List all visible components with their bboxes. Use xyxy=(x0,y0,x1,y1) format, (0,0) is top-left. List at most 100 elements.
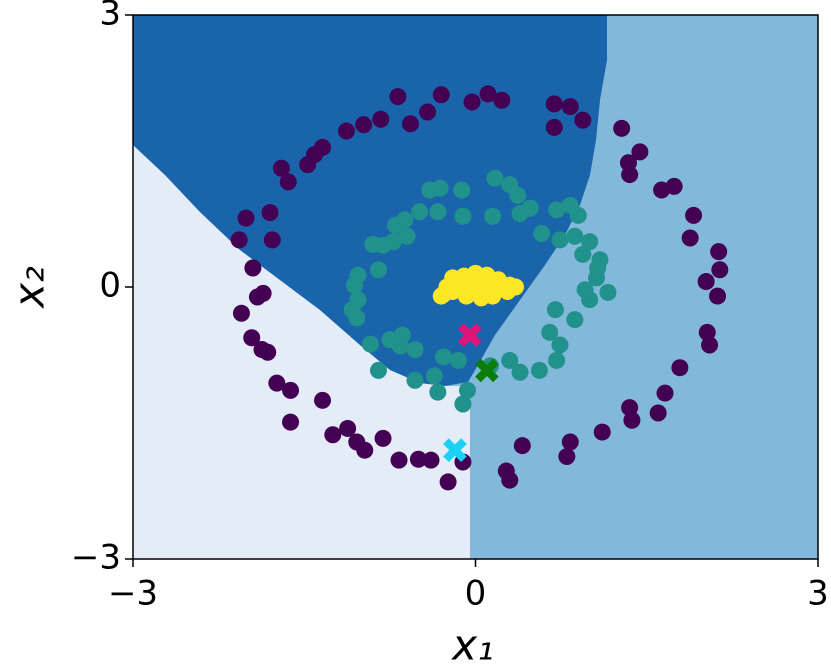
point xyxy=(337,122,355,140)
point xyxy=(480,283,498,301)
point xyxy=(369,361,387,379)
x-marker xyxy=(457,323,482,347)
point xyxy=(588,269,606,287)
point xyxy=(390,451,408,469)
region-left xyxy=(133,145,470,559)
point xyxy=(665,177,683,195)
point xyxy=(345,276,363,294)
point xyxy=(422,451,440,469)
point xyxy=(619,154,637,172)
point xyxy=(546,301,564,319)
point xyxy=(513,437,531,455)
point xyxy=(621,399,639,417)
point xyxy=(232,304,250,322)
point xyxy=(463,93,481,111)
point xyxy=(711,261,729,279)
point xyxy=(541,323,559,341)
point xyxy=(432,86,450,104)
point xyxy=(369,261,387,279)
x-tick-label: 3 xyxy=(807,574,829,614)
point xyxy=(361,335,379,353)
point xyxy=(391,337,409,355)
point xyxy=(237,209,255,227)
point xyxy=(701,336,719,354)
point xyxy=(398,227,416,245)
point xyxy=(268,374,286,392)
point xyxy=(263,231,281,249)
y-tick-label: −3 xyxy=(71,538,121,578)
point xyxy=(561,98,579,116)
point xyxy=(533,225,551,243)
point xyxy=(435,348,453,366)
point xyxy=(230,231,248,249)
y-tick-label: 3 xyxy=(99,0,121,34)
point xyxy=(449,351,467,369)
point xyxy=(374,429,392,447)
point xyxy=(453,181,471,199)
point xyxy=(454,395,472,413)
point xyxy=(591,251,609,269)
point xyxy=(449,272,467,290)
point xyxy=(299,156,317,174)
point xyxy=(406,341,424,359)
point xyxy=(561,433,579,451)
point xyxy=(439,473,457,491)
point xyxy=(698,323,716,341)
point xyxy=(429,383,447,401)
point xyxy=(649,404,667,422)
point xyxy=(530,361,548,379)
x-tick-label: −3 xyxy=(108,574,158,614)
point xyxy=(356,441,374,459)
point xyxy=(409,450,427,468)
point xyxy=(372,110,390,128)
point xyxy=(581,233,599,251)
point xyxy=(574,245,592,263)
point xyxy=(558,448,576,466)
point xyxy=(548,201,566,219)
point xyxy=(425,367,443,385)
point xyxy=(574,111,592,129)
point xyxy=(279,173,297,191)
point xyxy=(521,199,539,217)
point xyxy=(406,371,424,389)
point xyxy=(479,85,497,103)
point xyxy=(566,311,584,329)
point xyxy=(631,143,649,161)
point xyxy=(623,411,641,429)
point xyxy=(545,95,563,113)
point xyxy=(432,287,450,305)
point xyxy=(324,426,342,444)
point xyxy=(259,343,277,361)
point xyxy=(411,203,429,221)
point xyxy=(261,204,279,222)
point xyxy=(429,203,447,221)
x-tick-label: 0 xyxy=(465,574,487,614)
y-tick-label: 0 xyxy=(99,266,121,306)
point xyxy=(506,278,524,296)
point xyxy=(419,103,437,121)
point xyxy=(314,391,332,409)
point xyxy=(697,273,715,291)
point xyxy=(387,216,405,234)
point xyxy=(484,207,502,225)
point xyxy=(685,206,703,224)
point xyxy=(248,288,266,306)
point xyxy=(656,384,674,402)
point xyxy=(501,471,519,489)
point xyxy=(272,159,290,177)
point xyxy=(282,381,300,399)
point xyxy=(493,91,511,109)
point xyxy=(501,351,519,369)
point xyxy=(244,259,262,277)
point xyxy=(576,281,594,299)
point xyxy=(348,309,366,327)
point xyxy=(593,423,611,441)
point xyxy=(681,229,699,247)
x-marker xyxy=(443,438,467,463)
point xyxy=(548,351,566,369)
point xyxy=(569,206,587,224)
x-marker xyxy=(475,358,499,383)
point xyxy=(486,169,504,187)
